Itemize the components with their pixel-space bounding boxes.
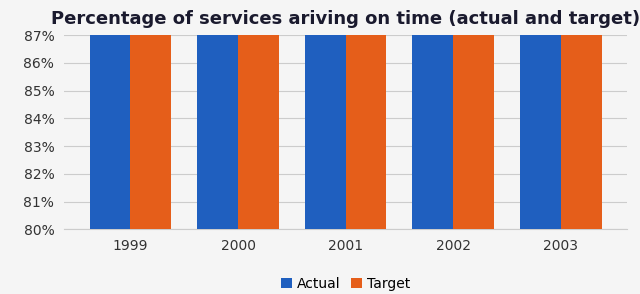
Bar: [453, 0, 494, 229]
Bar: [305, 0, 346, 229]
Bar: [238, 0, 279, 229]
Bar: [197, 0, 238, 229]
Bar: [520, 0, 561, 229]
Bar: [561, 0, 602, 229]
Bar: [412, 0, 453, 229]
Title: Percentage of services ariving on time (actual and target): Percentage of services ariving on time (…: [51, 10, 640, 28]
Bar: [346, 0, 387, 229]
Bar: [90, 0, 131, 229]
Bar: [131, 0, 172, 229]
Legend: Actual, Target: Actual, Target: [276, 271, 415, 294]
